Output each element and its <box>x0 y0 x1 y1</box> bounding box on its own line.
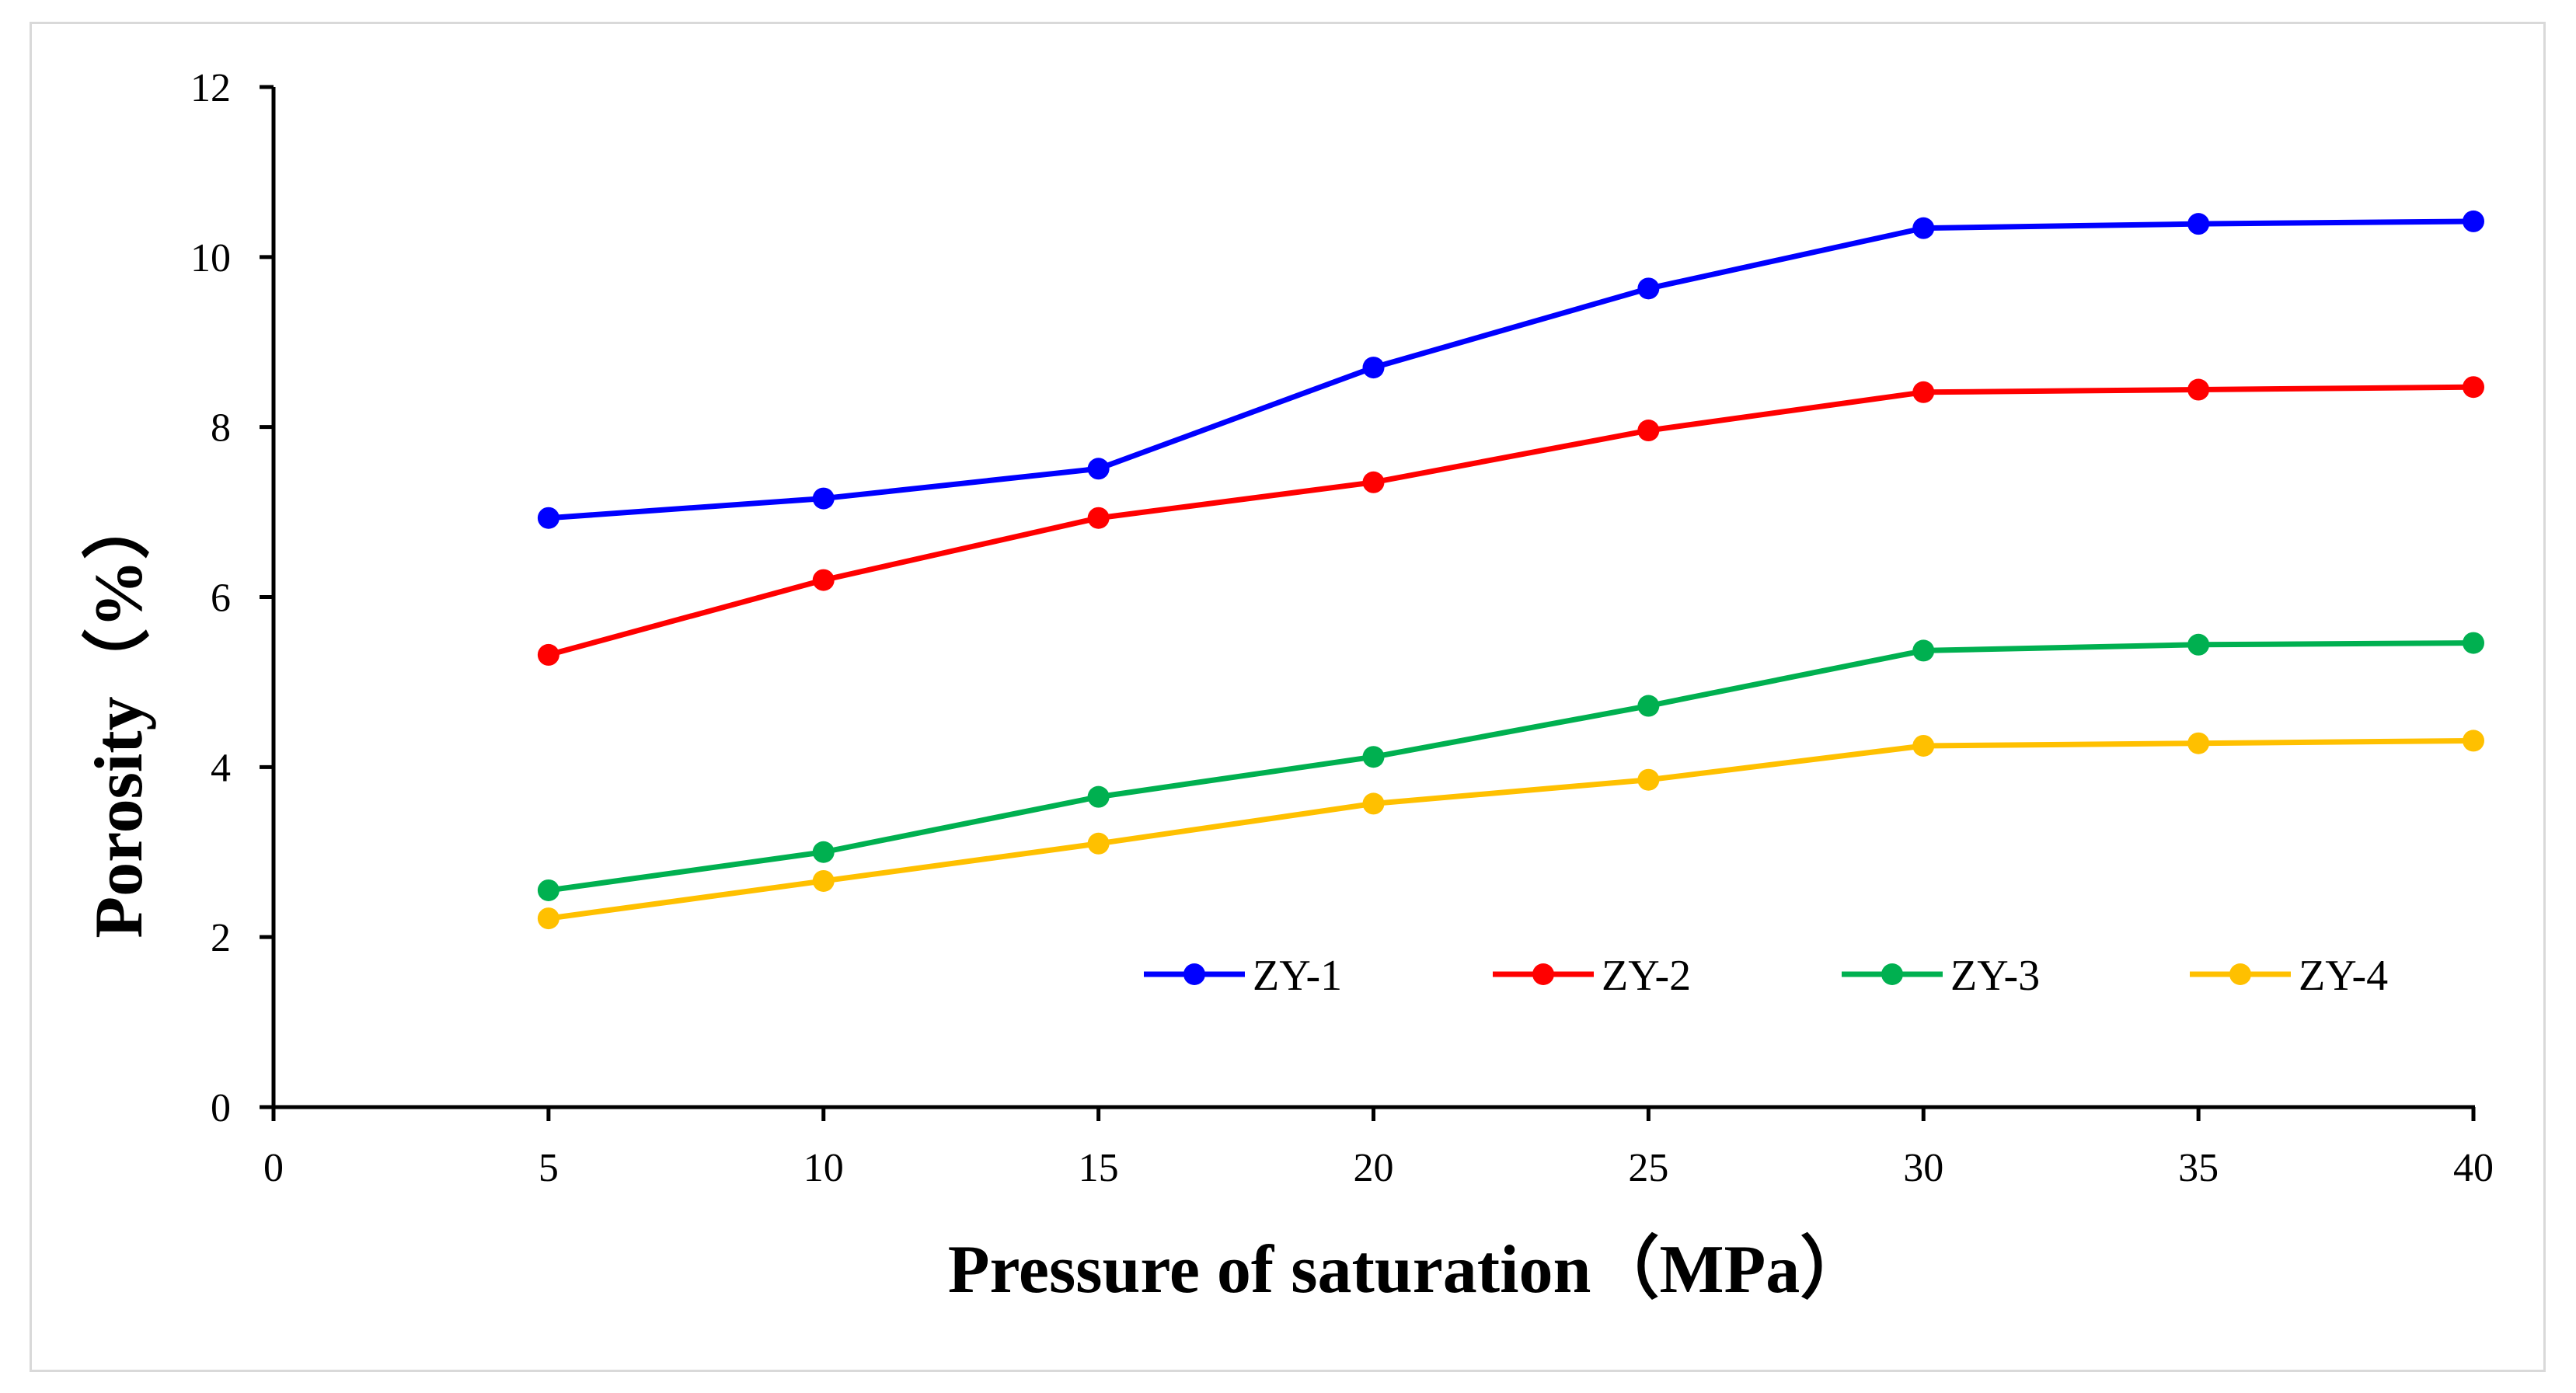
series-ZY-3 <box>537 632 2484 901</box>
legend-label: ZY-3 <box>1950 952 2040 1000</box>
y-tick-label: 2 <box>211 916 231 960</box>
data-point-ZY-2 <box>1637 420 1660 442</box>
legend-swatch-marker <box>1881 963 1903 985</box>
series-line-ZY-4 <box>548 737 2474 921</box>
y-tick-label: 12 <box>190 66 231 110</box>
series-line-ZY-2 <box>547 384 2474 658</box>
data-point-ZY-4 <box>1087 832 1110 855</box>
data-point-ZY-1 <box>1912 217 1935 239</box>
x-tick-label: 5 <box>539 1146 559 1190</box>
x-tick-label: 40 <box>2453 1146 2494 1190</box>
data-point-ZY-4 <box>1362 792 1385 815</box>
legend-item-ZY-4: ZY-4 <box>2190 952 2388 1000</box>
series-line-ZY-3 <box>548 640 2474 893</box>
data-point-ZY-1 <box>812 487 835 510</box>
data-point-ZY-3 <box>812 841 835 863</box>
legend-item-ZY-2: ZY-2 <box>1493 952 1691 1000</box>
data-point-ZY-4 <box>1637 768 1660 791</box>
legend-label: ZY-4 <box>2299 952 2388 1000</box>
data-point-ZY-4 <box>537 907 559 930</box>
data-point-ZY-3 <box>1362 746 1385 768</box>
data-point-ZY-4 <box>812 869 835 892</box>
data-point-ZY-3 <box>2187 633 2210 656</box>
data-point-ZY-1 <box>1637 277 1660 300</box>
y-tick-label: 0 <box>211 1086 231 1130</box>
x-tick-label: 25 <box>1628 1146 1668 1190</box>
legend-label: ZY-1 <box>1253 952 1342 1000</box>
legend-swatch-marker <box>1183 963 1205 985</box>
data-point-ZY-1 <box>1087 458 1110 480</box>
data-point-ZY-3 <box>1637 695 1660 717</box>
data-point-ZY-2 <box>2463 376 2484 399</box>
legend-item-ZY-3: ZY-3 <box>1842 952 2040 1000</box>
x-tick-label: 0 <box>263 1146 284 1190</box>
x-tick-label: 15 <box>1079 1146 1119 1190</box>
x-tick-label: 35 <box>2178 1146 2219 1190</box>
data-point-ZY-2 <box>812 569 835 591</box>
x-tick-label: 20 <box>1354 1146 1394 1190</box>
x-axis-title: Pressure of saturation（MPa） <box>948 1232 1869 1308</box>
data-point-ZY-1 <box>2187 213 2210 235</box>
data-point-ZY-4 <box>1912 734 1935 757</box>
y-axis-title: Porosity（%） <box>82 491 157 938</box>
y-tick-label: 4 <box>211 746 231 790</box>
series-ZY-2 <box>537 376 2484 666</box>
legend-swatch-marker <box>1532 963 1554 985</box>
y-tick-label: 6 <box>211 576 231 621</box>
data-point-ZY-2 <box>537 643 559 666</box>
series-ZY-4 <box>537 730 2484 930</box>
axes: 0 2 4 6 8 10 12 0 5 10 15 20 25 30 35 40 <box>190 66 2494 1190</box>
data-point-ZY-1 <box>1362 357 1385 379</box>
data-point-ZY-4 <box>2187 732 2210 754</box>
chart-frame <box>30 22 2546 1372</box>
data-point-ZY-2 <box>1912 381 1935 403</box>
series-line-ZY-1 <box>548 218 2474 521</box>
legend-swatch-marker <box>2229 963 2251 985</box>
data-point-ZY-3 <box>2463 632 2484 654</box>
legend-label: ZY-2 <box>1602 952 1691 1000</box>
legend-item-ZY-1: ZY-1 <box>1144 952 1342 1000</box>
x-tick-label: 30 <box>1903 1146 1943 1190</box>
data-point-ZY-2 <box>1087 507 1110 529</box>
data-point-ZY-3 <box>1087 785 1110 808</box>
data-point-ZY-2 <box>1362 471 1385 493</box>
y-tick-label: 8 <box>211 406 231 451</box>
data-point-ZY-1 <box>2463 210 2484 232</box>
data-point-ZY-3 <box>1912 639 1935 662</box>
legend: ZY-1 ZY-2 ZY-3 ZY-4 <box>1144 952 2388 1000</box>
data-point-ZY-3 <box>537 879 559 901</box>
x-tick-label: 10 <box>803 1146 844 1190</box>
series-layer <box>537 210 2484 930</box>
data-point-ZY-1 <box>537 507 559 529</box>
data-point-ZY-2 <box>2187 378 2210 401</box>
y-tick-label: 10 <box>190 236 231 280</box>
data-point-ZY-4 <box>2463 730 2484 752</box>
series-ZY-1 <box>537 210 2484 529</box>
